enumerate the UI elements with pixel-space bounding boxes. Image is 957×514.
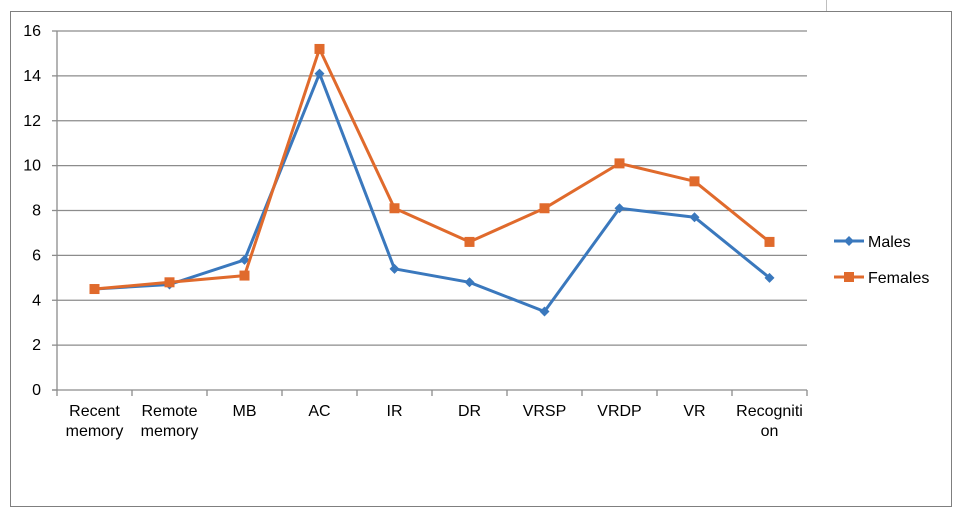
data-point (614, 158, 625, 169)
legend-item-females: Females (834, 270, 929, 287)
series-females (89, 43, 775, 295)
data-point (689, 176, 700, 187)
data-point (539, 306, 550, 317)
data-point (314, 43, 325, 54)
legend-item-males: Males (834, 234, 911, 251)
legend: Males Females (834, 234, 929, 287)
x-tick-labels: Recent memory Remote memory MB AC IR DR VRSP VRDP… (66, 403, 803, 440)
axes (52, 30, 808, 396)
data-point (689, 212, 700, 223)
x-tick-label: memory (66, 423, 124, 440)
legend-label: Females (868, 270, 929, 287)
x-tick-label: AC (308, 403, 330, 420)
frame-divider (826, 0, 827, 11)
y-tick-labels: 0 2 4 6 8 10 12 14 16 (23, 23, 41, 399)
chart-frame (10, 11, 952, 507)
x-tick-label: VRDP (597, 403, 641, 420)
data-point (239, 270, 250, 281)
y-tick-label: 12 (23, 113, 41, 130)
x-tick-label: Recent (69, 403, 120, 420)
x-tick-label: memory (141, 423, 199, 440)
data-point (764, 236, 775, 247)
data-point (164, 277, 175, 288)
x-tick-label: VR (683, 403, 705, 420)
data-point (389, 203, 400, 214)
x-tick-label: Remote (141, 403, 197, 420)
x-tick-label: MB (233, 403, 257, 420)
data-point (314, 68, 325, 79)
y-tick-label: 10 (23, 158, 41, 175)
data-point (89, 284, 100, 295)
legend-label: Males (868, 234, 911, 251)
x-tick-label: IR (387, 403, 403, 420)
y-tick-label: 0 (32, 382, 41, 399)
data-point (539, 203, 550, 214)
legend-marker (844, 236, 854, 246)
gridlines (57, 30, 807, 346)
data-point (239, 254, 250, 265)
series-lines (89, 43, 775, 317)
x-tick-label: DR (458, 403, 481, 420)
data-point (389, 263, 400, 274)
data-point (464, 236, 475, 247)
y-tick-label: 6 (32, 247, 41, 264)
data-point (614, 203, 625, 214)
y-tick-label: 4 (32, 292, 41, 309)
series-line (94, 47, 771, 291)
x-tick-label: on (761, 423, 779, 440)
data-point (464, 277, 475, 288)
x-tick-label: VRSP (523, 403, 567, 420)
y-tick-label: 14 (23, 68, 41, 85)
y-tick-label: 8 (32, 203, 41, 220)
legend-marker (844, 272, 854, 282)
y-tick-label: 16 (23, 23, 41, 40)
y-tick-label: 2 (32, 337, 41, 354)
x-tick-label: Recogniti (736, 403, 803, 420)
data-point (764, 272, 775, 283)
series-line (94, 72, 771, 313)
